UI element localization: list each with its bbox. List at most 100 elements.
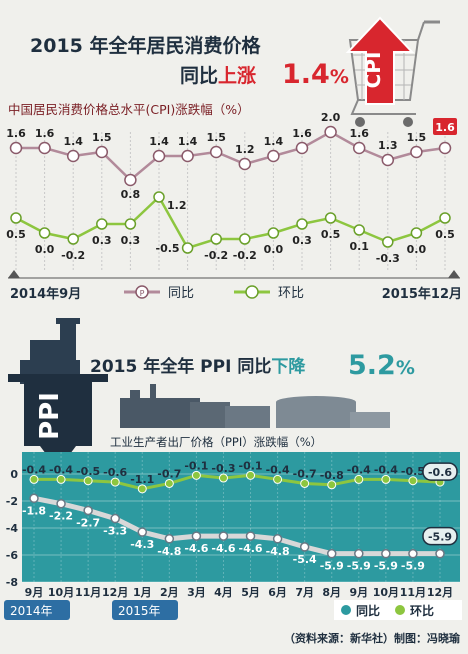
cpi-mom-point <box>267 227 280 239</box>
ppi-yoy-point <box>191 531 202 541</box>
ppi-xtick-label: 11月 <box>400 586 426 599</box>
ppi-yoy-point <box>326 548 337 559</box>
ppi-yoy-point <box>272 534 283 544</box>
ppi-chart: 0-2-4-6-89月 10月 11月 12月 1月 2月 3月 4月 5月 6月 7月 8月 9月 10… <box>6 452 460 599</box>
cpi-up-arrow-icon <box>345 16 415 105</box>
cpi-yoy-label: 1.4 <box>149 135 169 148</box>
ppi-yoy-point <box>408 548 418 559</box>
cpi-yoy-label: 1.6 <box>349 127 369 140</box>
cpi-yoy-label: 1.6 <box>35 127 55 140</box>
ppi-yoy-label: -4.8 <box>157 545 181 558</box>
ppi-yoy-point <box>381 548 391 559</box>
ppi-mom-label: -0.6 <box>428 466 452 479</box>
ppi-badge: PPI <box>35 392 65 440</box>
ppi-yoy-label: -4.6 <box>184 542 208 555</box>
ppi-xtick-label: 2月 <box>160 586 179 599</box>
cpi-yoy-point <box>267 149 280 163</box>
ppi-mom-point <box>56 474 66 484</box>
ppi-ytick-label: -4 <box>6 522 19 535</box>
cpi-headline-prefix: 同比 <box>180 65 218 87</box>
cpi-yoy-label: 1.5 <box>407 131 427 144</box>
cpi-yoy-point <box>209 145 223 159</box>
cpi-yoy-point <box>66 149 80 163</box>
ppi-mom-label: -0.4 <box>347 463 371 476</box>
ppi-mom-point <box>300 478 310 488</box>
cpi-yoy-label: 1.5 <box>92 131 112 144</box>
cpi-yoy-point <box>324 125 337 139</box>
cpi-mom-label: 0.0 <box>264 243 284 256</box>
cpi-legend: P 同比 环比 <box>124 285 304 301</box>
ppi-year-labels <box>4 600 178 620</box>
ppi-year-2014: 2014年 <box>10 604 53 618</box>
cpi-mom-label: -0.5 <box>156 242 180 255</box>
ppi-xtick-label: 1月 <box>133 586 152 599</box>
ppi-headline-prefix: 2015 年全年 PPI 同比 <box>90 356 271 377</box>
ppi-latest-yoy-badge <box>422 526 458 546</box>
cpi-mom-point <box>410 227 423 239</box>
cpi-headline: 2015 年全年居民消费价格 <box>30 34 261 57</box>
cpi-legend-mom: 环比 <box>278 286 304 301</box>
cpi-badge: CPI <box>361 52 385 89</box>
cpi-end-label: 2015年12月 <box>382 286 462 302</box>
cpi-mom-label: 0.3 <box>292 234 312 247</box>
cpi-mom-label: 0.1 <box>349 240 369 253</box>
cpi-yoy-point <box>152 149 166 163</box>
cpi-yoy-label: 1.6 <box>292 127 312 140</box>
cpi-latest-badge <box>433 118 457 135</box>
cpi-mom-point <box>181 242 194 254</box>
ppi-mom-point <box>354 474 364 484</box>
ppi-mom-line <box>34 473 441 491</box>
cpi-mom-point <box>96 218 108 230</box>
cpi-mom-point <box>67 233 79 245</box>
ppi-yoy-label: -1.8 <box>22 504 46 517</box>
ppi-mom-point <box>381 474 391 484</box>
ppi-mom-label: -0.1 <box>184 459 208 472</box>
cpi-mom-point <box>353 224 365 236</box>
ppi-mom-label: -0.5 <box>76 465 100 478</box>
cpi-mom-label: 0.0 <box>407 243 427 256</box>
cpi-headline-word: 上涨 <box>218 65 256 87</box>
cpi-yoy-label: 2.0 <box>321 111 341 124</box>
cpi-mom-point <box>324 212 337 224</box>
ppi-xtick-label: 8月 <box>322 586 341 599</box>
ppi-mom-point <box>191 470 201 480</box>
ppi-yoy-label: -5.9 <box>347 560 371 573</box>
cpi-timeline <box>8 270 460 279</box>
cpi-yoy-label: 1.4 <box>178 135 198 148</box>
ppi-xtick-label: 9月 <box>349 586 368 599</box>
cpi-mom-label: -0.3 <box>376 252 400 265</box>
cpi-headline-value: 1.4% <box>282 59 349 90</box>
ppi-yoy-label: -5.9 <box>320 560 344 573</box>
cpi-mom-label: -0.2 <box>233 249 257 262</box>
svg-text:P: P <box>140 289 145 298</box>
ppi-mom-label: -0.6 <box>103 466 127 479</box>
cpi-yoy-point <box>352 141 366 155</box>
cpi-yoy-point <box>238 157 252 171</box>
cpi-yoy-line <box>16 130 446 182</box>
cpi-headline-line2: 同比上涨 <box>180 65 256 87</box>
cpi-mom-point <box>10 212 22 224</box>
ppi-mom-point <box>218 473 228 483</box>
ppi-ytick-label: -6 <box>6 549 19 562</box>
ppi-headline: 2015 年全年 PPI 同比下降 <box>90 356 306 377</box>
ppi-mom-label: -0.4 <box>374 463 398 476</box>
ppi-mom-label: -0.4 <box>266 463 290 476</box>
cpi-yoy-point <box>124 173 137 187</box>
ppi-legend-mom: 环比 <box>410 603 434 618</box>
ppi-yoy-label: -5.9 <box>428 531 452 544</box>
cpi-mom-line <box>15 194 446 250</box>
ppi-headline-value: 5.2% <box>348 350 415 381</box>
ppi-yoy-label: -5.9 <box>401 560 425 573</box>
ppi-ytick-label: -8 <box>6 576 18 589</box>
ppi-yoy-point <box>56 498 66 509</box>
ppi-ytick-label: -2 <box>6 495 18 508</box>
ppi-latest-mom-badge <box>422 462 458 481</box>
ppi-mom-label: -0.5 <box>401 465 425 478</box>
cpi-yoy-label: 1.3 <box>378 139 398 152</box>
ppi-xtick-label: 12月 <box>102 586 128 599</box>
source-note: （资料来源：新华社）制图：冯晓瑜 <box>284 631 461 645</box>
cpi-mom-point <box>124 218 137 230</box>
cpi-yoy-point <box>295 141 309 155</box>
